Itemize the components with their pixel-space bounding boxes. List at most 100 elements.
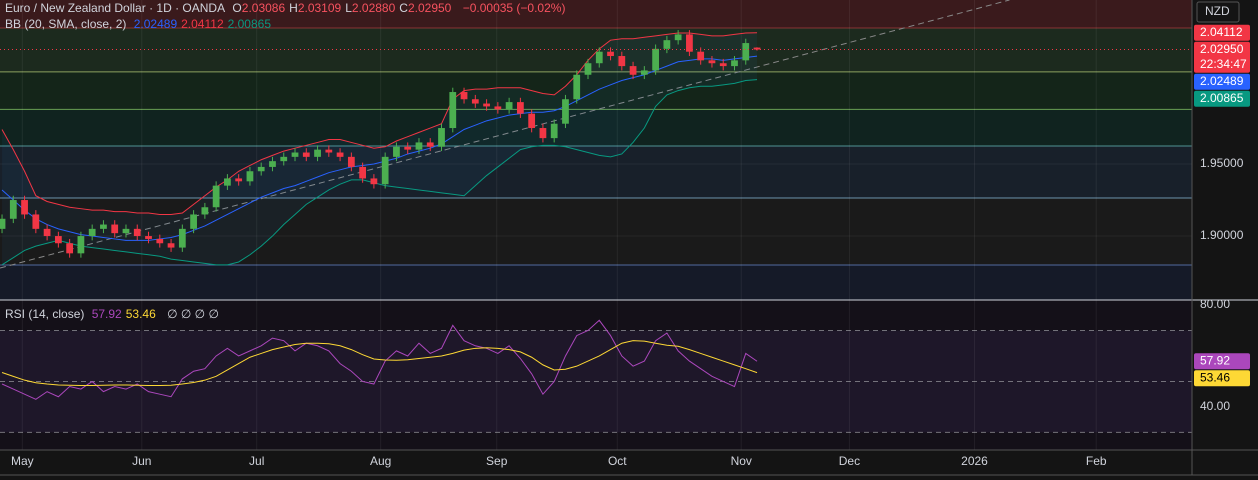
candle-body (742, 43, 750, 61)
last-value-box (1194, 41, 1250, 73)
candle-body (43, 228, 51, 237)
candle-body (370, 178, 378, 185)
candle-body (607, 51, 614, 57)
x-tick-label: Jul (249, 454, 264, 468)
candle-body (9, 200, 17, 219)
rsi-title: RSI (14, close) (5, 307, 85, 321)
bb-value: 2.04112 (181, 17, 224, 31)
candle-body (302, 152, 310, 157)
last-value-box (1194, 370, 1250, 387)
candle-body (167, 243, 175, 248)
candle-body (359, 166, 367, 179)
x-tick-label: Feb (1086, 454, 1107, 468)
candle-body (54, 236, 62, 244)
candle-body (753, 47, 761, 50)
candle-body (483, 103, 490, 107)
price-legend: Euro / New Zealand Dollar · 1D · OANDA O… (5, 1, 569, 16)
candle-body (393, 146, 400, 157)
change: −0.00035 (−0.02%) (462, 1, 566, 15)
candle-body (314, 149, 321, 157)
candle-body (246, 171, 254, 182)
candle-body (674, 34, 682, 41)
candle-body (100, 224, 107, 229)
candle-body (595, 51, 603, 64)
currency: NZD (1205, 4, 1230, 18)
candle-body (190, 214, 197, 229)
candle-body (686, 34, 693, 52)
candle-body (381, 156, 389, 185)
ohlc-value: 2.03086 (241, 1, 286, 15)
y-tick-label: 80.00 (1200, 297, 1230, 311)
rsi-values: 57.92 53.46 (92, 307, 160, 321)
x-tick-label: Aug (370, 454, 391, 468)
candle-body (404, 146, 412, 150)
candle-body (618, 56, 626, 67)
x-tick-label: Oct (608, 454, 627, 468)
candle-body (449, 92, 457, 129)
last-value-box (1194, 24, 1250, 41)
rsi-line (1, 340, 758, 387)
candle-body (178, 228, 186, 248)
last-value-box (1194, 73, 1250, 90)
candle-body (88, 228, 96, 237)
rsi-value: 53.46 (125, 307, 156, 321)
candle-body (663, 40, 671, 49)
candle-body (438, 128, 445, 147)
last-value-label: 2.02950 (1200, 42, 1244, 56)
candle-body (539, 128, 547, 139)
candle-body (652, 48, 659, 71)
rsi-extra: ∅ ∅ ∅ ∅ (167, 307, 219, 321)
candle-body (235, 178, 243, 182)
candle-body (21, 200, 28, 215)
last-value-box (1194, 353, 1250, 370)
x-tick-label: Sep (486, 454, 508, 468)
candle-body (66, 243, 74, 254)
countdown: 22:34:47 (1200, 57, 1247, 71)
bb-value: 2.02489 (133, 17, 178, 31)
candle-body (111, 224, 119, 234)
zone (0, 109, 1192, 147)
candle-body (573, 74, 581, 100)
candle-body (347, 156, 355, 167)
candle-body (719, 63, 727, 67)
rsi-line (1, 319, 758, 400)
zone (0, 265, 1192, 300)
candle-body (640, 70, 648, 75)
candle-body (325, 149, 333, 153)
x-tick-label: Dec (839, 454, 860, 468)
candle-body (156, 238, 164, 244)
rsi-legend: RSI (14, close) 57.92 53.46 ∅ ∅ ∅ ∅ (5, 307, 223, 322)
candle-body (336, 152, 344, 157)
rsi-value: 57.92 (91, 307, 122, 321)
x-tick-label: May (11, 454, 34, 468)
ohlc-key: C (399, 1, 408, 15)
candle-body (550, 123, 558, 139)
candle-body (122, 228, 130, 234)
candle-body (415, 142, 423, 150)
bb-line (1, 79, 758, 266)
trendline (0, 0, 1010, 269)
candle-body (32, 214, 40, 229)
ohlc-value: 2.02950 (407, 1, 452, 15)
bb-legend: BB (20, SMA, close, 2) 2.02489 2.04112 2.0… (5, 17, 279, 32)
ohlc-value: 2.02880 (351, 1, 396, 15)
candle-body (494, 106, 502, 110)
candle-body (212, 185, 220, 208)
candle-body (528, 113, 536, 129)
last-value-label: 2.04112 (1200, 25, 1243, 39)
zone (0, 198, 1192, 266)
candle-body (731, 60, 738, 67)
candle-body (257, 166, 265, 172)
zone (0, 0, 1192, 28)
candle-body (145, 236, 152, 239)
currency-box (1196, 1, 1240, 23)
candle-body (269, 161, 276, 167)
x-tick-label: 2026 (961, 454, 988, 468)
ohlc-key: L (345, 1, 352, 15)
candle-body (584, 63, 592, 75)
ohlc-key: O (232, 1, 242, 15)
rsi-pane (0, 300, 1192, 450)
candle-body (629, 66, 637, 75)
